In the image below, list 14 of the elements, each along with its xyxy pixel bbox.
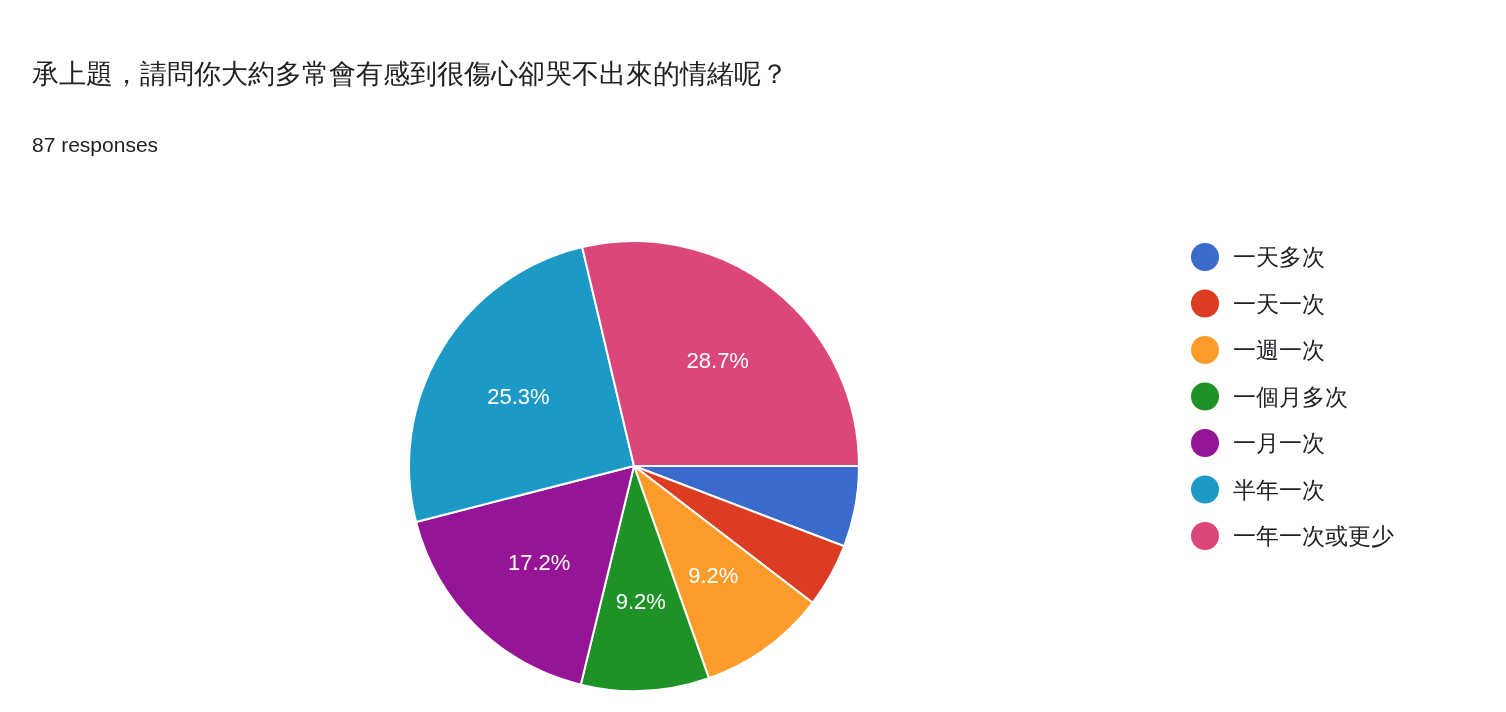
- legend-label: 一月一次: [1233, 430, 1325, 457]
- data-label: 28.7%: [686, 347, 749, 373]
- data-label: 9.2%: [688, 562, 739, 588]
- legend-label: 一年一次或更少: [1233, 523, 1394, 550]
- data-label: 9.2%: [615, 588, 666, 614]
- legend-label: 一個月多次: [1233, 383, 1348, 410]
- data-label: 17.2%: [507, 549, 571, 575]
- legend-label: 一週一次: [1233, 337, 1325, 364]
- legend-label: 半年一次: [1233, 476, 1325, 503]
- data-label: 25.3%: [487, 383, 550, 409]
- legend-label: 一天一次: [1233, 290, 1325, 317]
- text: 87 responses: [32, 133, 159, 156]
- chart-title: 承上題，請問你大約多常會有感到很傷心卻哭不出來的情緒呢？: [32, 59, 788, 89]
- legend-label: 一天多次: [1233, 244, 1325, 271]
